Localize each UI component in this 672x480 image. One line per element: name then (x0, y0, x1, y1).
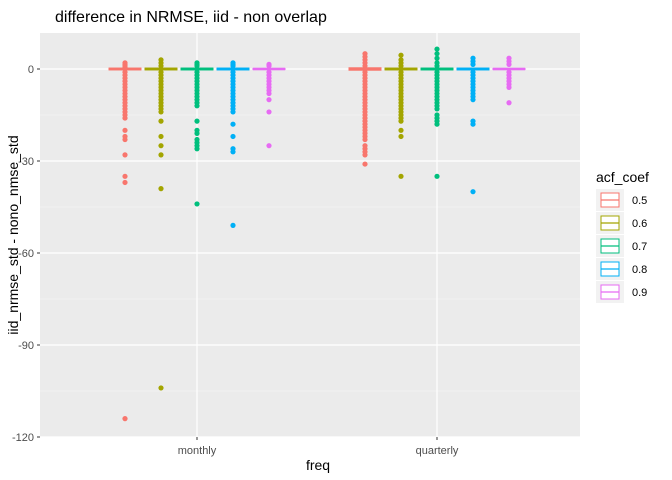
outlier-point (434, 55, 440, 61)
outlier-point (230, 149, 236, 155)
outlier-point (470, 189, 476, 195)
outlier-point (362, 161, 368, 167)
outlier-point (398, 173, 404, 179)
outlier-point (194, 130, 200, 136)
outlier-point (398, 52, 404, 58)
outlier-point (158, 186, 164, 192)
box-monthly-0.5 (108, 60, 142, 422)
legend-item: 0.7 (596, 235, 647, 257)
y-axis: 0 -30 -60 -90 -120 (12, 64, 40, 444)
legend-item: 0.5 (596, 189, 647, 211)
outlier-point (434, 51, 440, 57)
x-tick-label: quarterly (416, 445, 459, 457)
outlier-point (230, 121, 236, 127)
outlier-point (398, 127, 404, 133)
outlier-point (122, 136, 128, 143)
box-quarterly-0.7 (420, 46, 454, 179)
outlier-point (434, 63, 440, 69)
box-quarterly-0.8 (456, 55, 490, 195)
outlier-point (506, 61, 512, 67)
y-tick-label: 0 (28, 64, 34, 76)
legend-item: 0.9 (596, 281, 647, 303)
outlier-point (158, 133, 164, 140)
outlier-point (122, 173, 128, 179)
outlier-point (362, 152, 368, 158)
outlier-point (122, 416, 128, 422)
outlier-point (158, 143, 164, 149)
outlier-point (398, 63, 404, 69)
outlier-point (362, 63, 368, 69)
x-axis: monthly quarterly (178, 437, 459, 457)
outlier-point (158, 118, 164, 124)
box-quarterly-0.9 (492, 55, 526, 106)
outlier-point (434, 173, 440, 179)
legend-label: 0.5 (632, 195, 647, 207)
box-quarterly-0.6 (384, 52, 418, 179)
outlier-point (434, 106, 440, 112)
y-tick-label: -60 (18, 248, 34, 260)
outlier-point (194, 146, 200, 152)
legend-item: 0.6 (596, 212, 647, 234)
outlier-point (122, 179, 128, 186)
outlier-point (398, 133, 404, 140)
outlier-point (230, 222, 236, 228)
outlier-point (158, 109, 164, 115)
legend-item: 0.8 (596, 258, 647, 280)
x-tick-label: monthly (178, 445, 217, 457)
box-monthly-0.8 (216, 60, 250, 228)
y-tick-label: -30 (18, 156, 34, 168)
y-tick-label: -120 (12, 432, 34, 444)
outlier-point (506, 84, 512, 90)
legend-label: 0.7 (632, 241, 647, 253)
outlier-point (434, 46, 440, 52)
outlier-point (266, 143, 272, 149)
chart-title: difference in NRMSE, iid - non overlap (55, 9, 327, 26)
box-quarterly-0.5 (348, 51, 382, 167)
legend-label: 0.6 (632, 218, 647, 230)
outlier-point (398, 118, 404, 124)
outlier-point (194, 118, 200, 124)
outlier-point (470, 97, 476, 103)
outlier-point (194, 201, 200, 207)
legend-label: 0.9 (632, 287, 647, 299)
outlier-point (362, 136, 368, 143)
outlier-point (158, 385, 164, 391)
legend-label: 0.8 (632, 264, 647, 276)
outlier-point (266, 90, 272, 97)
outlier-point (470, 61, 476, 67)
outlier-point (230, 133, 236, 140)
legend-title: acf_coef (596, 169, 649, 185)
outlier-point (266, 63, 272, 69)
box-groups (108, 46, 526, 422)
y-tick-label: -90 (18, 340, 34, 352)
outlier-point (158, 152, 164, 158)
x-axis-title: freq (306, 457, 330, 473)
box-monthly-0.9 (252, 61, 286, 149)
outlier-point (506, 100, 512, 106)
box-monthly-0.7 (180, 60, 214, 207)
outlier-point (470, 121, 476, 127)
outlier-point (194, 103, 200, 109)
outlier-point (194, 63, 200, 69)
outlier-point (266, 97, 272, 103)
outlier-point (122, 152, 128, 158)
outlier-point (230, 63, 236, 69)
outlier-point (266, 109, 272, 115)
box-monthly-0.6 (144, 57, 178, 391)
outlier-point (122, 115, 128, 121)
y-axis-title: iid_nrmse_std - nono_nmse_std (5, 135, 21, 334)
outlier-point (434, 121, 440, 127)
outlier-point (158, 63, 164, 69)
outlier-point (230, 109, 236, 115)
plot-panel (40, 33, 580, 437)
outlier-point (122, 127, 128, 133)
legend: acf_coef 0.5 0.6 0.7 0.8 0.9 (596, 169, 649, 303)
